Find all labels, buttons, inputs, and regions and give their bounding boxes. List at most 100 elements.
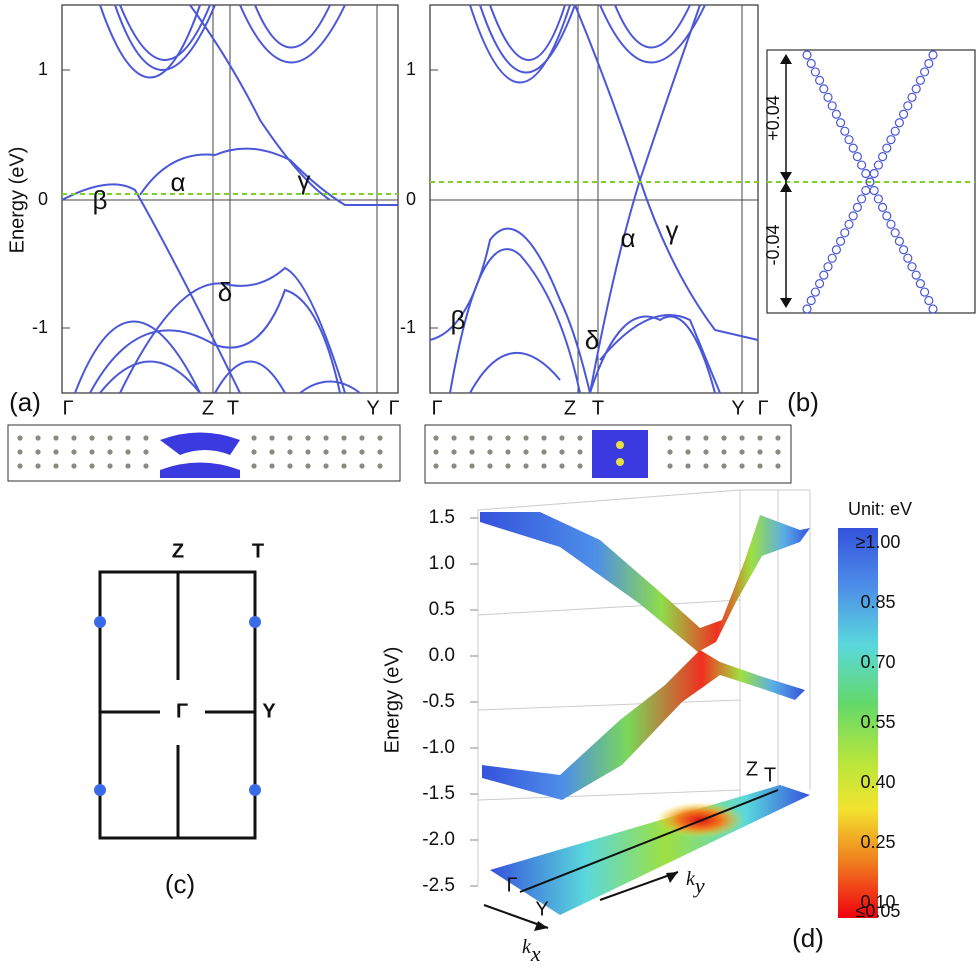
band (89, 288, 341, 394)
band-point (903, 253, 913, 263)
atom (341, 435, 347, 441)
atom (359, 449, 365, 455)
atom (107, 435, 113, 441)
band (299, 380, 361, 394)
band-point (907, 92, 917, 102)
conduction-surface (480, 512, 810, 652)
band-point (928, 304, 938, 314)
band (479, 4, 576, 74)
structure-strip (424, 424, 792, 484)
atom (775, 449, 781, 455)
band-label: α (170, 167, 185, 197)
band-point (915, 75, 926, 86)
atom (17, 449, 23, 455)
k-label: T (227, 397, 239, 419)
atom (341, 449, 347, 455)
band-point (814, 279, 825, 289)
bands (429, 4, 759, 394)
atom (305, 435, 311, 441)
y-tick-label: 0.0 (429, 645, 455, 666)
k-label: Y (731, 397, 744, 419)
band-point (827, 101, 837, 111)
band-point (873, 160, 884, 170)
atom (143, 449, 149, 455)
atom (739, 435, 745, 441)
k-label: T (592, 397, 604, 419)
band-point (882, 143, 892, 153)
k-label: Γ (176, 700, 188, 722)
valence-surface (482, 650, 805, 800)
band (449, 248, 581, 394)
band-point (814, 75, 825, 86)
atom (523, 463, 529, 469)
band-point (928, 50, 938, 60)
band-point (919, 67, 930, 77)
atom (739, 463, 745, 469)
atom (616, 458, 624, 466)
bands (61, 4, 398, 394)
colorbar-title: Unit: eV (848, 499, 912, 519)
atom (433, 463, 439, 469)
band (589, 315, 716, 394)
atom (451, 449, 457, 455)
atom (143, 463, 149, 469)
atom (71, 449, 77, 455)
y-tick-label: 1 (406, 59, 416, 79)
atom (35, 435, 41, 441)
atom (775, 435, 781, 441)
band-point (861, 185, 871, 196)
band-point (819, 270, 829, 280)
colorbar-tick-label: 0.10 (860, 892, 895, 912)
band (429, 227, 591, 394)
band-point (890, 126, 900, 136)
band-point (890, 228, 900, 238)
band-point (823, 262, 833, 272)
panel-c: Z T Γ Y (c) (94, 540, 276, 899)
zone-lines (100, 572, 255, 838)
band-point (848, 211, 858, 221)
atom (433, 435, 439, 441)
band-point (852, 202, 863, 212)
atom (323, 449, 329, 455)
y-tick-label: -1.0 (422, 737, 455, 758)
k-label: Z (172, 540, 184, 562)
k-axis-base: k (686, 868, 696, 890)
colorbar (838, 528, 878, 918)
y-tick-label: -0.5 (422, 691, 455, 712)
colorbar-ticks: ≥1.00 0.85 0.70 0.55 0.40 0.25 0.10≤0.05 (856, 532, 901, 921)
atom (35, 449, 41, 455)
band-point (865, 177, 875, 187)
band-point (823, 92, 833, 102)
band-point (915, 279, 926, 289)
y-tick-label: -2.0 (422, 829, 455, 850)
inset-label: +0.04 (763, 95, 783, 141)
atom (377, 435, 383, 441)
colorbar-tick-label: 0.40 (860, 772, 895, 792)
panel-a: 1 0 -1 Energy (eV) Γ Z T Y Γ β α γ δ (a) (6, 4, 401, 482)
k-axis-sub: x (530, 941, 541, 966)
band-point (848, 143, 858, 153)
band-label: δ (218, 277, 232, 307)
band-point (856, 160, 867, 170)
colorbar-tick-label: 0.85 (860, 592, 895, 612)
atom (523, 435, 529, 441)
k-label: Γ (431, 397, 442, 419)
band (114, 4, 216, 71)
atom (757, 435, 763, 441)
atom (541, 463, 547, 469)
atom (667, 463, 673, 469)
band-point (894, 236, 905, 246)
projection-plane (490, 785, 810, 915)
atom (17, 463, 23, 469)
band-point (924, 58, 934, 69)
k-label: T (252, 540, 264, 562)
atom (505, 449, 511, 455)
panel-label: (c) (165, 869, 195, 899)
y-axis-label: Energy (eV) (6, 147, 28, 254)
atom (71, 435, 77, 441)
y-tick-label: 0.5 (429, 599, 455, 620)
band (99, 360, 201, 394)
y-tick-label: 1 (38, 59, 48, 79)
band (119, 4, 211, 61)
panel-d: 1.5 1.0 0.5 0.0 -0.5 -1.0 -1.5 -2.0 -2.5 Energy … (381, 489, 912, 966)
